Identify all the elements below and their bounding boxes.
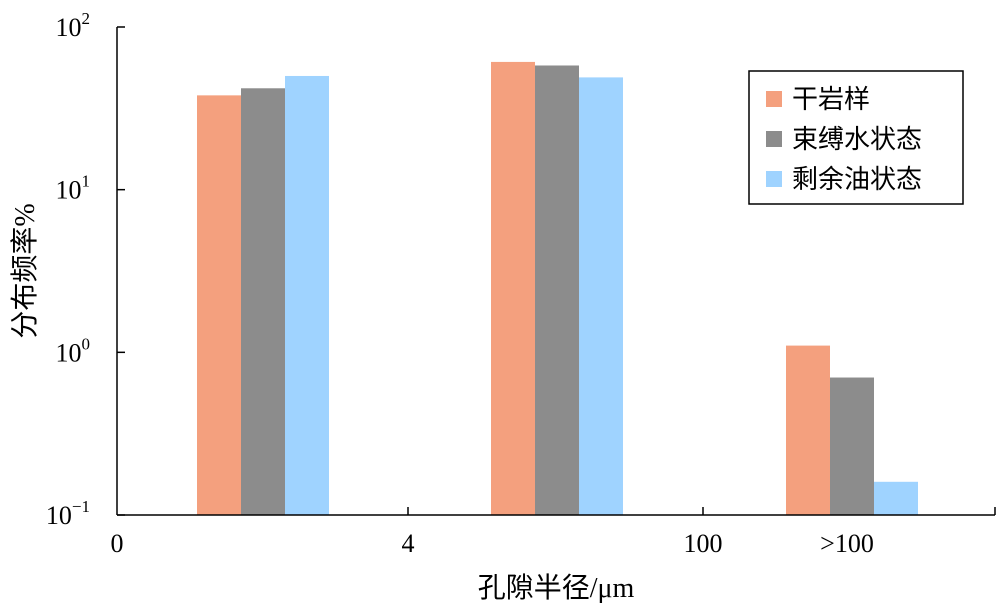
legend-box <box>748 70 964 205</box>
bar <box>786 345 830 515</box>
y-tick-exponent: 1 <box>82 172 91 191</box>
legend-swatch <box>766 91 782 107</box>
x-axis-title: 孔隙半径/μm <box>478 572 635 604</box>
legend-label: 剩余油状态 <box>792 165 922 194</box>
x-tick-label: 4 <box>402 529 415 558</box>
y-tick-exponent: 2 <box>82 9 91 28</box>
x-ticks: 0 4 100 >100 <box>111 507 996 558</box>
bar <box>241 88 285 515</box>
legend-label: 束缚水状态 <box>792 125 922 154</box>
x-tick-label: 100 <box>684 529 723 558</box>
y-tick-exponent: 0 <box>82 334 91 353</box>
legend-label: 干岩样 <box>792 85 870 114</box>
x-tick-label: 0 <box>111 529 124 558</box>
y-tick-base: 10 <box>56 338 82 367</box>
y-tick-exponent: −1 <box>72 497 90 516</box>
y-tick-label: 101 <box>56 172 91 205</box>
bar <box>491 61 535 516</box>
bar <box>197 95 241 516</box>
y-tick-label: 10−1 <box>46 497 90 530</box>
bars-layer <box>197 61 918 516</box>
x-tick-label: >100 <box>820 529 874 558</box>
y-axis-title: 分布频率% <box>9 203 41 338</box>
y-tick-base: 10 <box>46 501 72 530</box>
bar <box>579 77 623 515</box>
bar <box>830 377 874 515</box>
bar <box>535 65 579 516</box>
y-tick-base: 10 <box>56 176 82 205</box>
bar <box>285 75 329 516</box>
legend-swatch <box>766 131 782 147</box>
y-tick-base: 10 <box>56 13 82 42</box>
bar <box>874 481 918 515</box>
y-tick-label: 100 <box>56 334 91 367</box>
legend-swatch <box>766 171 782 187</box>
y-tick-label: 102 <box>56 9 91 42</box>
